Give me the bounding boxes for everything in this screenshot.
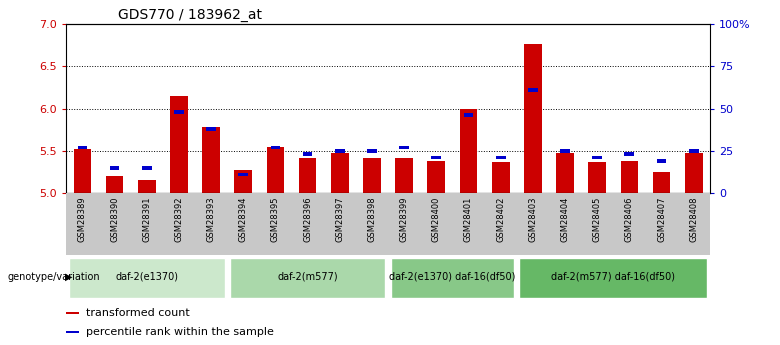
- Bar: [556, 154, 574, 193]
- Bar: [299, 158, 317, 193]
- Text: GSM28400: GSM28400: [432, 196, 441, 242]
- Bar: [367, 149, 377, 152]
- Bar: [239, 172, 248, 176]
- Bar: [459, 109, 477, 193]
- Text: GSM28396: GSM28396: [303, 196, 312, 242]
- Bar: [271, 146, 280, 149]
- Text: GSM28407: GSM28407: [657, 196, 666, 242]
- Text: daf-2(e1370) daf-16(df50): daf-2(e1370) daf-16(df50): [389, 272, 516, 282]
- Bar: [66, 312, 80, 314]
- Text: GSM28397: GSM28397: [335, 196, 344, 242]
- FancyBboxPatch shape: [69, 257, 225, 298]
- Bar: [170, 96, 188, 193]
- Bar: [592, 156, 602, 159]
- Bar: [202, 127, 220, 193]
- Text: GSM28391: GSM28391: [142, 196, 151, 242]
- Text: GSM28398: GSM28398: [367, 196, 377, 242]
- Bar: [657, 159, 666, 163]
- Bar: [235, 170, 252, 193]
- Bar: [492, 162, 509, 193]
- Text: percentile rank within the sample: percentile rank within the sample: [86, 327, 274, 337]
- Bar: [73, 149, 91, 193]
- FancyBboxPatch shape: [519, 257, 707, 298]
- Text: transformed count: transformed count: [86, 308, 190, 318]
- Bar: [66, 331, 80, 333]
- Text: GSM28405: GSM28405: [593, 196, 601, 242]
- Bar: [142, 166, 151, 169]
- Bar: [335, 149, 345, 152]
- Bar: [653, 172, 670, 193]
- Text: GSM28399: GSM28399: [399, 196, 409, 242]
- Bar: [685, 154, 703, 193]
- Text: GSM28394: GSM28394: [239, 196, 248, 242]
- Text: daf-2(e1370): daf-2(e1370): [115, 272, 179, 282]
- Bar: [206, 127, 216, 131]
- Text: GSM28402: GSM28402: [496, 196, 505, 242]
- Bar: [77, 146, 87, 149]
- Bar: [174, 110, 184, 114]
- Bar: [395, 158, 413, 193]
- Text: daf-2(m577) daf-16(df50): daf-2(m577) daf-16(df50): [551, 272, 675, 282]
- Text: GSM28392: GSM28392: [175, 196, 183, 242]
- Bar: [431, 156, 441, 159]
- Bar: [399, 146, 409, 149]
- Text: GSM28390: GSM28390: [110, 196, 119, 242]
- FancyBboxPatch shape: [391, 257, 514, 298]
- Bar: [110, 166, 119, 169]
- Text: GSM28389: GSM28389: [78, 196, 87, 242]
- Bar: [106, 176, 123, 193]
- Text: GSM28401: GSM28401: [464, 196, 473, 242]
- Text: GDS770 / 183962_at: GDS770 / 183962_at: [118, 8, 262, 22]
- Bar: [267, 147, 284, 193]
- Bar: [560, 149, 570, 152]
- Bar: [528, 88, 537, 92]
- Text: GSM28404: GSM28404: [561, 196, 569, 242]
- Text: GSM28393: GSM28393: [207, 196, 215, 242]
- FancyBboxPatch shape: [230, 257, 385, 298]
- Bar: [427, 161, 445, 193]
- Text: ▶: ▶: [65, 272, 73, 282]
- Bar: [524, 43, 541, 193]
- Bar: [621, 161, 638, 193]
- Bar: [689, 149, 699, 152]
- Text: GSM28395: GSM28395: [271, 196, 280, 242]
- Bar: [625, 152, 634, 156]
- Bar: [463, 114, 473, 117]
- Text: GSM28408: GSM28408: [690, 196, 698, 242]
- Text: GSM28403: GSM28403: [528, 196, 537, 242]
- Bar: [303, 152, 313, 156]
- Bar: [331, 154, 349, 193]
- Text: daf-2(m577): daf-2(m577): [278, 272, 338, 282]
- Bar: [138, 180, 155, 193]
- Text: GSM28406: GSM28406: [625, 196, 634, 242]
- Bar: [363, 158, 381, 193]
- Bar: [588, 162, 606, 193]
- Bar: [496, 156, 505, 159]
- Text: genotype/variation: genotype/variation: [8, 272, 101, 282]
